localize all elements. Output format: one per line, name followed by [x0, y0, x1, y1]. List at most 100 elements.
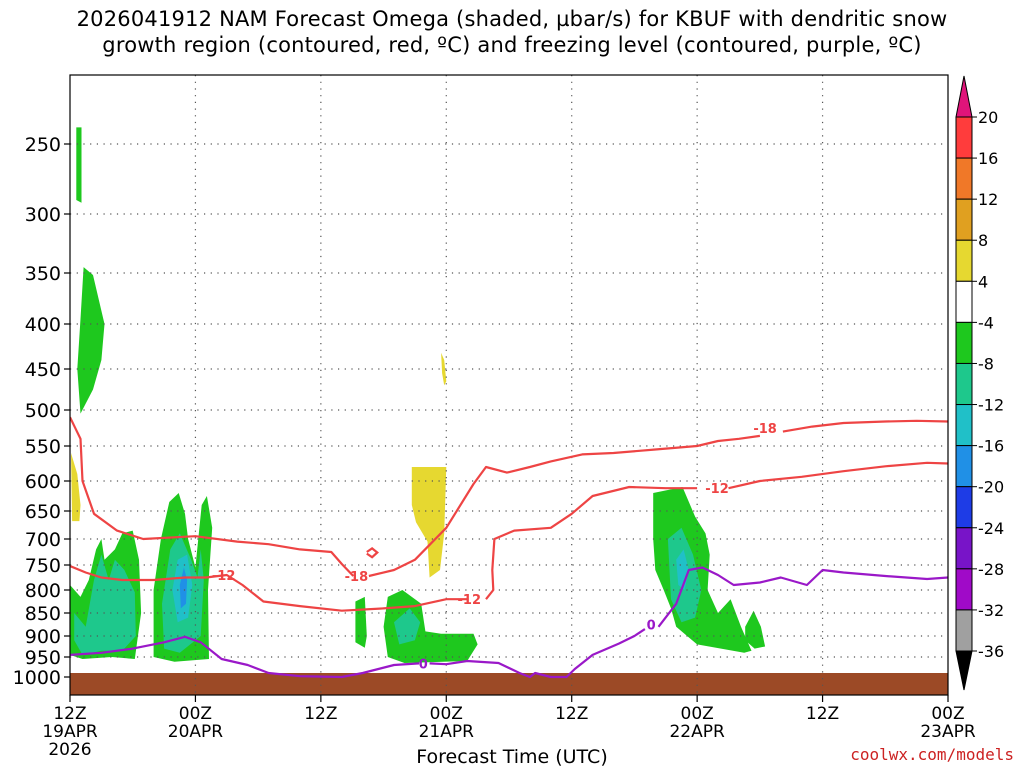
x-axis-title: Forecast Time (UTC) [416, 746, 608, 768]
colorbar-label-12: -32 [978, 601, 1004, 620]
y-tick-label-700: 700 [25, 529, 61, 551]
colorbar-label-4: 4 [978, 272, 988, 291]
colorbar-label-7: -12 [978, 396, 1004, 415]
colorbar-label-11: -28 [978, 560, 1004, 579]
colorbar-label-8: -16 [978, 437, 1004, 456]
y-tick-label-850: 850 [25, 603, 61, 625]
colorbar-swatch-3 [955, 239, 973, 282]
chart-title-line2: growth region (contoured, red, ºC) and f… [102, 33, 922, 57]
contour-label-5: 0 [647, 619, 656, 634]
y-tick-label-650: 650 [25, 501, 61, 523]
colorbar-label-0: 20 [978, 108, 998, 127]
plot-frame [69, 74, 949, 696]
colorbar-swatch-4 [955, 280, 973, 323]
dgz-minus18-segment-0 [70, 416, 355, 577]
colorbar-swatch-8 [955, 445, 973, 488]
y-tick-label-750: 750 [25, 555, 61, 577]
colorbar-label-1: 16 [978, 149, 998, 168]
y-tick-label-400: 400 [25, 314, 61, 336]
chart-title-line1: 2026041912 NAM Forecast Omega (shaded, µ… [76, 7, 948, 31]
y-tick-label-250: 250 [25, 134, 61, 156]
colorbar-label-9: -20 [978, 478, 1004, 497]
omega-area-12 [383, 590, 478, 663]
freezing-level-segment-0 [70, 635, 420, 679]
x-tick-label-0-1: 19APR [42, 722, 98, 742]
x-tick-label-12-0: 00Z [179, 704, 212, 724]
x-tick-label-84-0: 00Z [931, 704, 964, 724]
y-tick-label-900: 900 [25, 626, 61, 648]
chart-title: 2026041912 NAM Forecast Omega (shaded, µ… [0, 6, 1024, 58]
y-tick-label-300: 300 [25, 204, 61, 226]
x-tick-label-36-1: 21APR [419, 722, 475, 742]
x-tick-label-72-0: 12Z [806, 704, 839, 724]
y-tick-label-800: 800 [25, 580, 61, 602]
colorbar-label-6: -8 [978, 354, 994, 373]
colorbar-swatch-0 [955, 116, 973, 159]
x-tick-label-84-1: 23APR [920, 722, 976, 742]
y-tick-label-550: 550 [25, 436, 61, 458]
contour-labels: -18 -12 -12 -18 -12 0 0 [212, 422, 777, 672]
contour-lines [70, 416, 948, 679]
x-tick-label-48-0: 12Z [555, 704, 588, 724]
colorbar-swatch-12 [955, 609, 973, 652]
x-tick-label-24-0: 12Z [304, 704, 337, 724]
colorbar-swatch-6 [955, 362, 973, 406]
dgz-minus12-segment-1 [485, 485, 698, 600]
x-tick-label-60-0: 00Z [681, 704, 714, 724]
x-tick-label-12-1: 20APR [168, 722, 224, 742]
colorbar-top-arrow [955, 75, 973, 118]
colorbar-label-10: -24 [978, 519, 1004, 538]
colorbar-swatch-2 [955, 198, 973, 241]
contour-label-1: -12 [705, 482, 729, 497]
y-tick-label-450: 450 [25, 359, 61, 381]
y-tick-label-1000: 1000 [13, 667, 61, 689]
dgz-minus18-segment-2 [782, 419, 948, 433]
grid-lines [70, 75, 948, 695]
x-tick-label-0-2: 2026 [48, 740, 91, 760]
y-tick-label-600: 600 [25, 471, 61, 493]
contour-label-6: 0 [419, 657, 428, 672]
colorbar-label-13: -36 [978, 642, 1004, 661]
y-tick-label-500: 500 [25, 400, 61, 422]
colorbar: 20 16 12 8 4 -4 -8 -12 -16 -20 -24 -28 -32 -36 [955, 75, 1004, 691]
dgz-minus12-segment-0 [70, 564, 468, 612]
x-tick-label-0-0: 12Z [53, 704, 86, 724]
contour-label-2: -12 [212, 569, 236, 584]
contour-label-0: -18 [753, 422, 777, 437]
colorbar-label-5: -4 [978, 313, 994, 332]
omega-shading [70, 127, 948, 695]
omega-area-17 [745, 610, 766, 649]
omega-area-0 [76, 127, 82, 203]
colorbar-swatch-10 [955, 527, 973, 570]
colorbar-label-2: 12 [978, 190, 998, 209]
colorbar-swatch-1 [955, 157, 973, 200]
x-tick-label-36-0: 00Z [430, 704, 463, 724]
colorbar-swatch-7 [955, 404, 973, 447]
omega-area-10 [411, 467, 447, 578]
omega-area-2 [77, 267, 105, 414]
site-credit: coolwx.com/models [850, 745, 1014, 764]
colorbar-swatch-5 [955, 321, 973, 364]
y-axis: 2503003504004505005506006507007508008509… [13, 134, 70, 689]
colorbar-swatch-9 [955, 486, 973, 529]
colorbar-bottom-arrow [955, 650, 973, 691]
contour-label-4: -12 [458, 593, 482, 608]
x-tick-label-60-1: 22APR [669, 722, 725, 742]
omega-area-1 [71, 453, 81, 522]
y-tick-label-950: 950 [25, 647, 61, 669]
dgz-minus18-segment-1 [368, 434, 761, 578]
freezing-level-segment-1 [429, 628, 646, 679]
dgz-minus12-segment-2 [728, 461, 948, 490]
colorbar-label-3: 8 [978, 231, 988, 250]
contour-label-3: -18 [345, 570, 369, 585]
omega-area-11 [355, 596, 367, 648]
freezing-level-segment-2 [657, 566, 948, 628]
omega-area-14 [653, 487, 752, 653]
omega-area-9 [441, 352, 447, 386]
surface-terrain [70, 673, 948, 695]
dgz-minus18-loop [366, 547, 380, 559]
colorbar-swatch-11 [955, 568, 973, 611]
y-tick-label-350: 350 [25, 263, 61, 285]
